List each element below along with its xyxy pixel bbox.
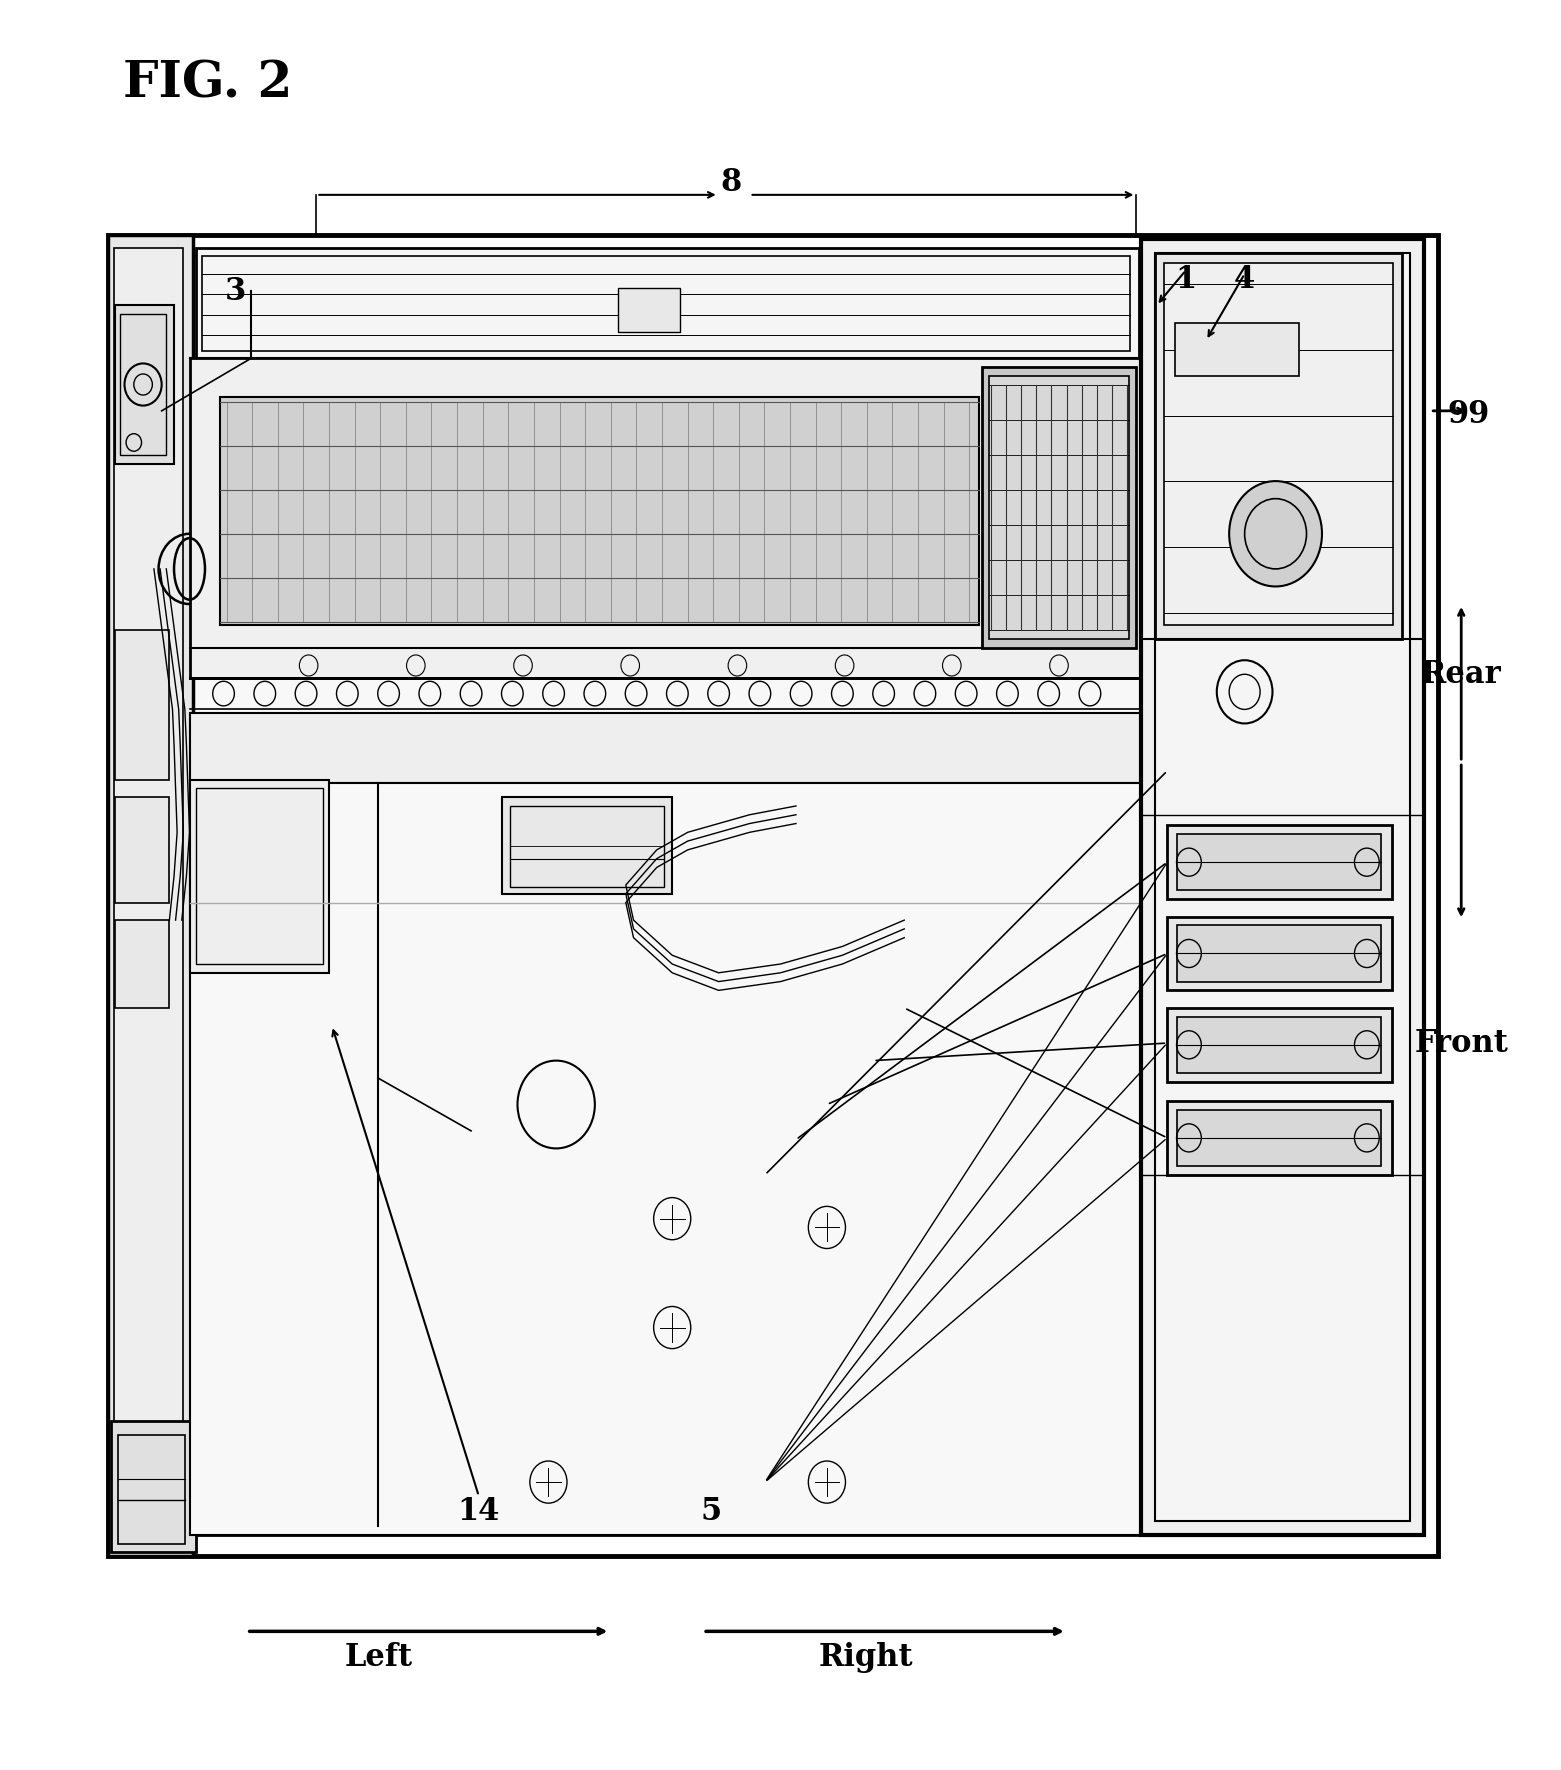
Text: 4: 4 <box>1235 264 1255 294</box>
Bar <box>1155 253 1410 1520</box>
Bar <box>116 920 170 1007</box>
Bar <box>120 315 167 455</box>
Bar <box>119 1435 184 1543</box>
Bar <box>1168 1007 1391 1081</box>
Bar <box>1141 248 1264 358</box>
Text: 3: 3 <box>225 276 247 306</box>
Bar <box>220 396 979 625</box>
Bar <box>116 796 170 903</box>
Bar <box>189 713 1141 782</box>
Bar <box>1155 253 1402 639</box>
Bar <box>1177 1110 1381 1166</box>
Bar <box>1175 324 1299 375</box>
Bar <box>510 805 665 887</box>
Bar <box>201 257 1130 350</box>
Bar <box>114 248 183 1543</box>
Text: FIG. 2: FIG. 2 <box>123 60 292 108</box>
Bar <box>1168 917 1391 991</box>
Text: 14: 14 <box>457 1496 500 1528</box>
Bar <box>195 788 323 965</box>
Bar <box>1168 825 1391 899</box>
Text: Left: Left <box>343 1643 412 1673</box>
Bar <box>1165 264 1392 625</box>
Bar <box>982 366 1136 648</box>
Text: Front: Front <box>1414 1028 1508 1058</box>
Bar <box>189 358 1146 678</box>
Bar <box>108 235 1438 1556</box>
Bar <box>1168 1101 1391 1175</box>
Bar <box>1177 926 1381 982</box>
Bar <box>618 289 681 331</box>
Bar <box>990 375 1129 639</box>
Bar <box>189 779 329 974</box>
Text: 99: 99 <box>1449 398 1491 430</box>
Bar <box>503 796 673 894</box>
Bar <box>1141 239 1424 1535</box>
Text: Rear: Rear <box>1421 658 1502 690</box>
Bar <box>130 257 1416 1535</box>
Bar <box>1177 834 1381 890</box>
Text: Right: Right <box>818 1643 913 1673</box>
Bar <box>111 1421 195 1552</box>
Bar <box>1147 257 1255 349</box>
Text: 5: 5 <box>701 1496 721 1528</box>
Bar <box>189 782 1141 1535</box>
Bar <box>108 235 192 1556</box>
Bar <box>116 306 173 464</box>
Text: 8: 8 <box>720 166 741 198</box>
Text: 1: 1 <box>1175 264 1196 294</box>
Bar <box>116 630 170 779</box>
Bar <box>195 248 1140 358</box>
Bar <box>1177 1016 1381 1073</box>
Circle shape <box>1229 481 1322 586</box>
